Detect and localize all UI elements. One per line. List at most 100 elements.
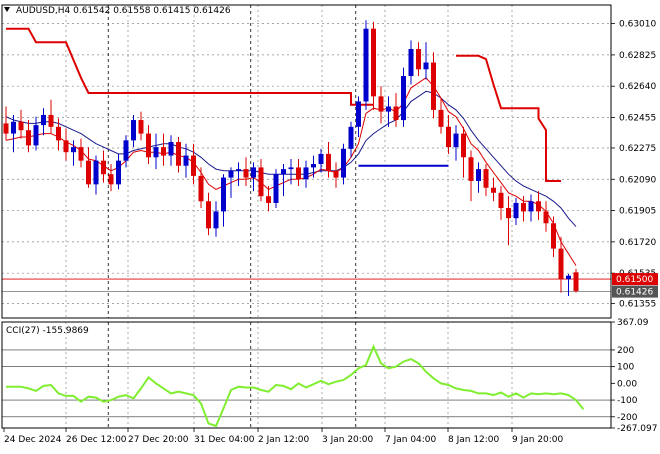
candle-body [408,48,414,77]
candle-body [438,109,444,127]
candle [146,125,151,165]
candle [371,21,376,110]
candle [71,140,76,166]
time-tick-label: 31 Dec 04:00 [194,435,255,445]
support-resistance-lines [2,27,611,292]
candle-body [131,120,136,141]
candle-body [363,28,369,102]
candle [378,86,384,124]
candle [333,162,339,188]
candle [348,121,354,158]
candle-body [536,201,541,212]
candle-body [86,160,91,185]
panel-frames [1,4,612,429]
candle-body [71,147,76,153]
candle [513,197,519,225]
candle [401,67,406,127]
price-tick-label: 0.62455 [619,114,656,124]
candle-body [123,140,129,161]
candle-body [423,62,429,70]
candle-body [513,202,519,219]
candle [33,116,39,151]
candle [123,135,129,168]
candle [423,42,429,80]
candle-body [236,169,241,171]
candle [521,196,526,222]
candle [393,92,399,127]
candle-body [528,201,534,212]
candle-body [101,160,106,175]
time-axis: 24 Dec 2024 26 Dec 12:00 27 Dec 20:00 31 De… [3,428,564,445]
candle-body [371,28,376,97]
candle [11,114,16,153]
cci-panel-frame [1,321,612,429]
cci-tick-label: 200 [617,346,634,356]
candle-body [228,170,234,178]
candle-body [356,101,361,127]
candle [56,118,61,151]
candle-body [573,272,579,291]
candle-body [318,153,324,165]
cci-tick-label: 367.09 [617,318,649,328]
candle [461,126,466,178]
resistance-line [6,27,374,106]
candle-body [483,169,489,188]
time-tick-label: 8 Jan 12:00 [448,435,500,445]
candle [101,150,106,183]
candle [236,162,241,187]
candle-body [116,160,121,185]
candle [491,177,496,202]
candle [536,191,541,220]
candle [213,201,219,237]
candle [288,158,294,185]
candle [408,40,414,85]
price-tick-label: 0.62640 [619,82,656,92]
candle [78,138,84,168]
candle-body [551,223,556,249]
candle [243,157,249,187]
alert-tag-label: 0.61500 [616,275,653,285]
candle-body [11,121,16,134]
candle-body [213,211,219,229]
candle-body [491,187,496,193]
candle [161,133,166,166]
candle-body [41,114,46,126]
candle-body [566,275,571,280]
candle [326,142,331,178]
candle-body [191,155,196,176]
cci-tick-label: -267.097 [617,424,657,434]
candle [176,136,181,173]
candle [18,109,24,139]
candle [86,147,91,188]
candle-body [26,130,31,146]
candle-body [506,208,511,219]
session-separators [107,5,357,428]
candle [258,158,264,202]
candle-body [206,201,211,229]
candle-body [288,167,294,170]
price-axis: 0.63010 0.62825 0.62640 0.62455 0.62275 0.620… [611,20,656,310]
price-tick-label: 0.63010 [619,20,656,30]
candle-body [303,167,309,180]
candle [453,125,459,161]
candle-body [138,120,144,134]
candle [498,186,504,220]
candle [266,186,271,212]
candle-body [168,142,174,156]
candle [356,96,361,137]
time-tick-label: 26 Dec 12:00 [66,435,127,445]
candle-body [431,62,436,110]
current-tag-bg [612,285,658,298]
candle [116,153,121,190]
price-tick-label: 0.61905 [619,207,656,217]
candle [63,128,69,161]
candle [386,96,391,127]
candle-body [251,167,256,178]
candle-body [48,114,54,127]
candle-body [198,175,204,202]
candle [41,108,46,136]
current-price-tag: 0.61426 [612,285,658,298]
cci-series-line [6,344,585,428]
cci-tick-label: -100 [617,396,638,406]
candle [108,164,114,192]
